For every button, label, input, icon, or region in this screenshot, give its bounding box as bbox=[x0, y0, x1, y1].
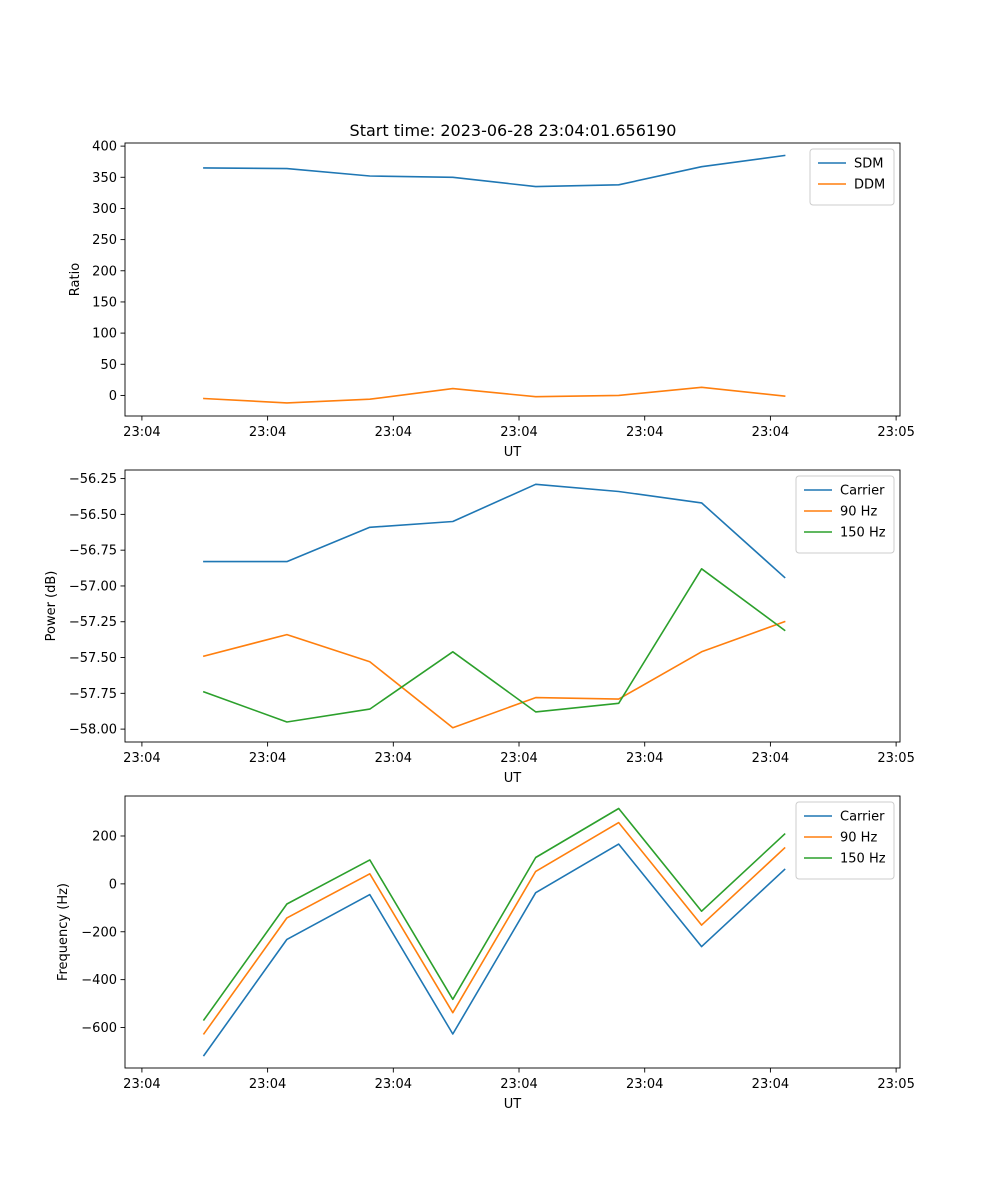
y-tick-label: −56.50 bbox=[69, 508, 117, 523]
legend-label: 90 Hz bbox=[840, 831, 877, 846]
series-line-90-hz bbox=[202, 821, 786, 1035]
x-tick-label: 23:04 bbox=[500, 751, 537, 766]
y-tick-label: −58.00 bbox=[69, 723, 117, 738]
legend-label: Carrier bbox=[840, 484, 885, 499]
axes-frame bbox=[124, 469, 901, 743]
legend: Carrier 90 Hz 150 Hz bbox=[795, 801, 895, 880]
y-axis-label: Power (dB) bbox=[44, 571, 59, 642]
chart-panel-3: 23:04 23:04 23:04 23:04 23:04 23:04 23:05 −600 −… bbox=[56, 795, 915, 1112]
figure-title: Start time: 2023-06-28 23:04:01.656190 bbox=[350, 121, 677, 140]
x-tick-label: 23:04 bbox=[752, 751, 789, 766]
y-tick-label: −57.75 bbox=[69, 687, 117, 702]
x-tick-label: 23:04 bbox=[375, 425, 412, 440]
x-tick-label: 23:04 bbox=[249, 751, 286, 766]
series-line-sdm bbox=[203, 154, 786, 188]
axes-frame bbox=[124, 142, 901, 417]
x-tick-label: 23:04 bbox=[375, 1077, 412, 1092]
x-tick-label: 23:04 bbox=[626, 1077, 663, 1092]
x-tick-label: 23:04 bbox=[752, 1077, 789, 1092]
series-line-carrier bbox=[202, 843, 786, 1057]
x-tick-label: 23:04 bbox=[626, 425, 663, 440]
y-tick-label: 300 bbox=[92, 202, 117, 217]
y-tick-label: −56.75 bbox=[69, 544, 117, 559]
legend-label: 150 Hz bbox=[840, 852, 886, 867]
legend-label: Carrier bbox=[840, 810, 885, 825]
y-tick-label: 400 bbox=[92, 140, 117, 155]
series-line-carrier bbox=[203, 483, 786, 579]
y-tick-label: 200 bbox=[92, 829, 117, 844]
legend-label: SDM bbox=[854, 157, 883, 172]
x-tick-label: 23:04 bbox=[249, 425, 286, 440]
x-tick-label: 23:05 bbox=[877, 425, 914, 440]
y-tick-label: −57.25 bbox=[69, 615, 117, 630]
x-tick-label: 23:04 bbox=[500, 425, 537, 440]
y-tick-label: 0 bbox=[109, 877, 117, 892]
x-axis-label: UT bbox=[504, 1097, 522, 1112]
y-tick-label: −200 bbox=[81, 925, 117, 940]
x-tick-label: 23:05 bbox=[877, 751, 914, 766]
x-axis-label: UT bbox=[504, 771, 522, 786]
y-axis-label: Ratio bbox=[68, 263, 83, 296]
chart-panel-2: 23:04 23:04 23:04 23:04 23:04 23:04 23:05 −58.0… bbox=[44, 469, 915, 786]
x-tick-label: 23:05 bbox=[877, 1077, 914, 1092]
legend: Carrier 90 Hz 150 Hz bbox=[795, 475, 895, 554]
y-tick-label: 350 bbox=[92, 171, 117, 186]
y-tick-label: 200 bbox=[92, 264, 117, 279]
y-tick-label: −56.25 bbox=[69, 472, 117, 487]
legend-label: DDM bbox=[854, 178, 885, 193]
x-tick-label: 23:04 bbox=[249, 1077, 286, 1092]
y-axis-label: Frequency (Hz) bbox=[56, 883, 71, 981]
x-tick-label: 23:04 bbox=[123, 751, 160, 766]
x-tick-label: 23:04 bbox=[500, 1077, 537, 1092]
legend: SDM DDM bbox=[809, 148, 895, 206]
x-tick-label: 23:04 bbox=[123, 425, 160, 440]
y-tick-label: 0 bbox=[109, 389, 117, 404]
y-tick-label: 50 bbox=[100, 358, 117, 373]
x-tick-label: 23:04 bbox=[752, 425, 789, 440]
legend-label: 90 Hz bbox=[840, 505, 877, 520]
y-tick-label: 250 bbox=[92, 233, 117, 248]
x-tick-label: 23:04 bbox=[123, 1077, 160, 1092]
y-tick-label: 150 bbox=[92, 295, 117, 310]
x-axis-label: UT bbox=[504, 445, 522, 460]
chart-panel-1: 23:04 23:04 23:04 23:04 23:04 23:04 23:05 0 50 10… bbox=[68, 140, 915, 460]
series-line-150-hz bbox=[202, 807, 786, 1022]
y-tick-label: −57.00 bbox=[69, 579, 117, 594]
x-tick-label: 23:04 bbox=[626, 751, 663, 766]
series-line-150-hz bbox=[202, 567, 786, 723]
series-line-ddm bbox=[203, 386, 786, 404]
y-tick-label: 100 bbox=[92, 327, 117, 342]
legend-box bbox=[795, 801, 895, 880]
y-tick-label: −600 bbox=[81, 1021, 117, 1036]
y-tick-label: −400 bbox=[81, 973, 117, 988]
x-tick-label: 23:04 bbox=[375, 751, 412, 766]
legend-label: 150 Hz bbox=[840, 526, 886, 541]
legend-box bbox=[795, 475, 895, 554]
y-tick-label: −57.50 bbox=[69, 651, 117, 666]
series-line-90-hz bbox=[202, 620, 786, 729]
